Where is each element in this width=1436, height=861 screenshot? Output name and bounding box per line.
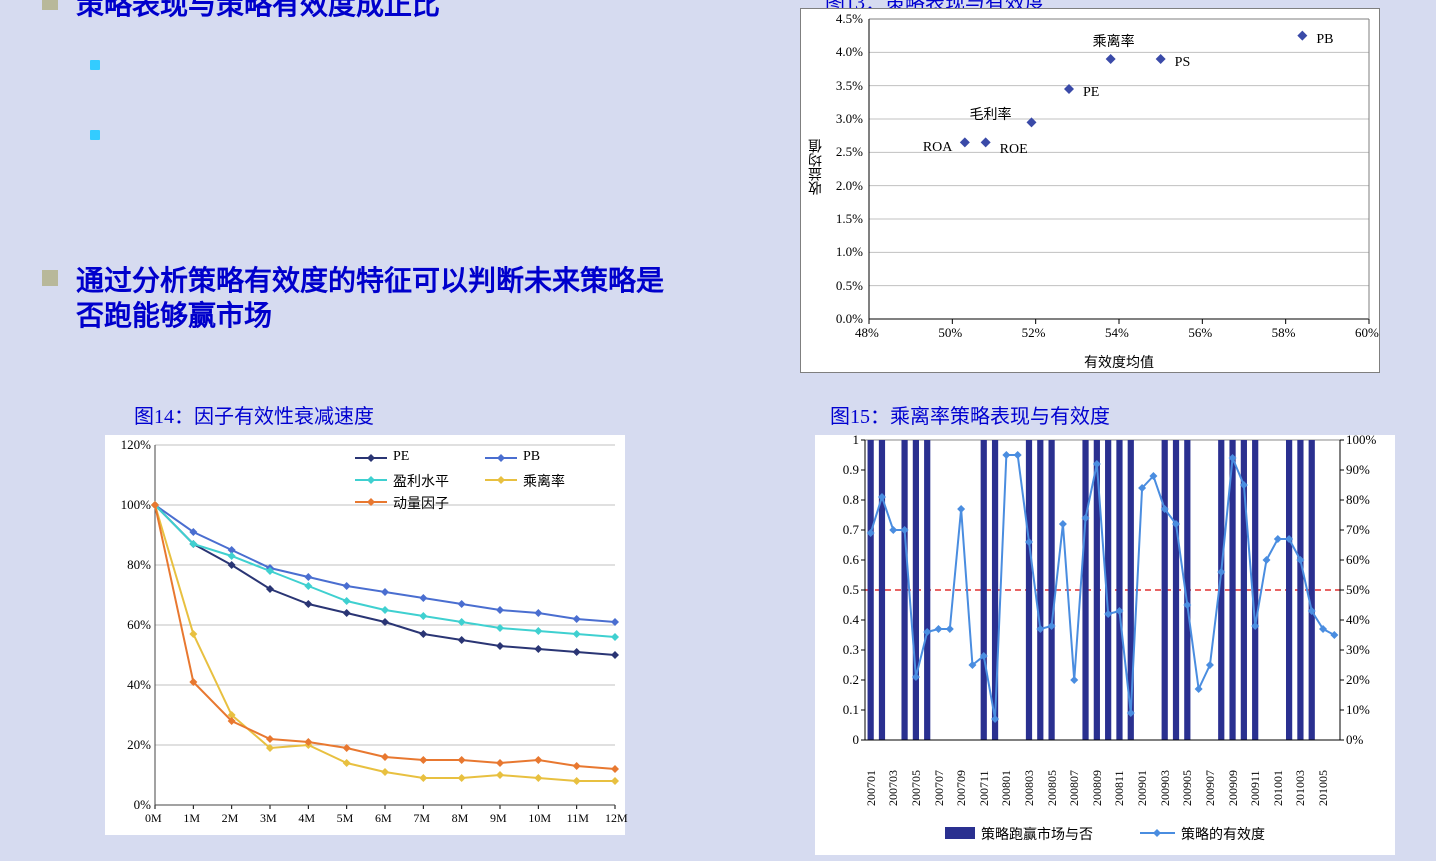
chart15-title: 图15：乘离率策略表现与有效度 (830, 400, 1110, 429)
dot-bullet-icon (90, 60, 100, 70)
bullet-text-1: 策略表现与策略有效度成正比 (76, 0, 440, 23)
chart14-title: 图14：因子有效性衰减速度 (134, 400, 374, 429)
chart14: 0%20%40%60%80%100%120%0M1M2M3M4M5M6M7M8M… (105, 435, 625, 835)
bullet-text-2: 通过分析策略有效度的特征可以判断未来策略是否跑能够赢市场 (76, 264, 682, 334)
dot-bullet-icon (90, 130, 100, 140)
sub-bullet-2 (42, 120, 118, 140)
chart15: 00.10.20.30.40.50.60.70.80.910%10%20%30%… (815, 435, 1395, 855)
sub-bullet-1 (42, 50, 118, 70)
bullet-row-2: 通过分析策略有效度的特征可以判断未来策略是否跑能够赢市场 (42, 264, 682, 334)
square-bullet-icon (42, 0, 58, 10)
chart13-ylabel: 收益均值 (807, 139, 827, 195)
bullet-row-1: 策略表现与策略有效度成正比 (42, 0, 440, 23)
chart13: 0.0%0.5%1.0%1.5%2.0%2.5%3.0%3.5%4.0%4.5%… (800, 8, 1380, 373)
square-bullet-icon (42, 270, 58, 286)
